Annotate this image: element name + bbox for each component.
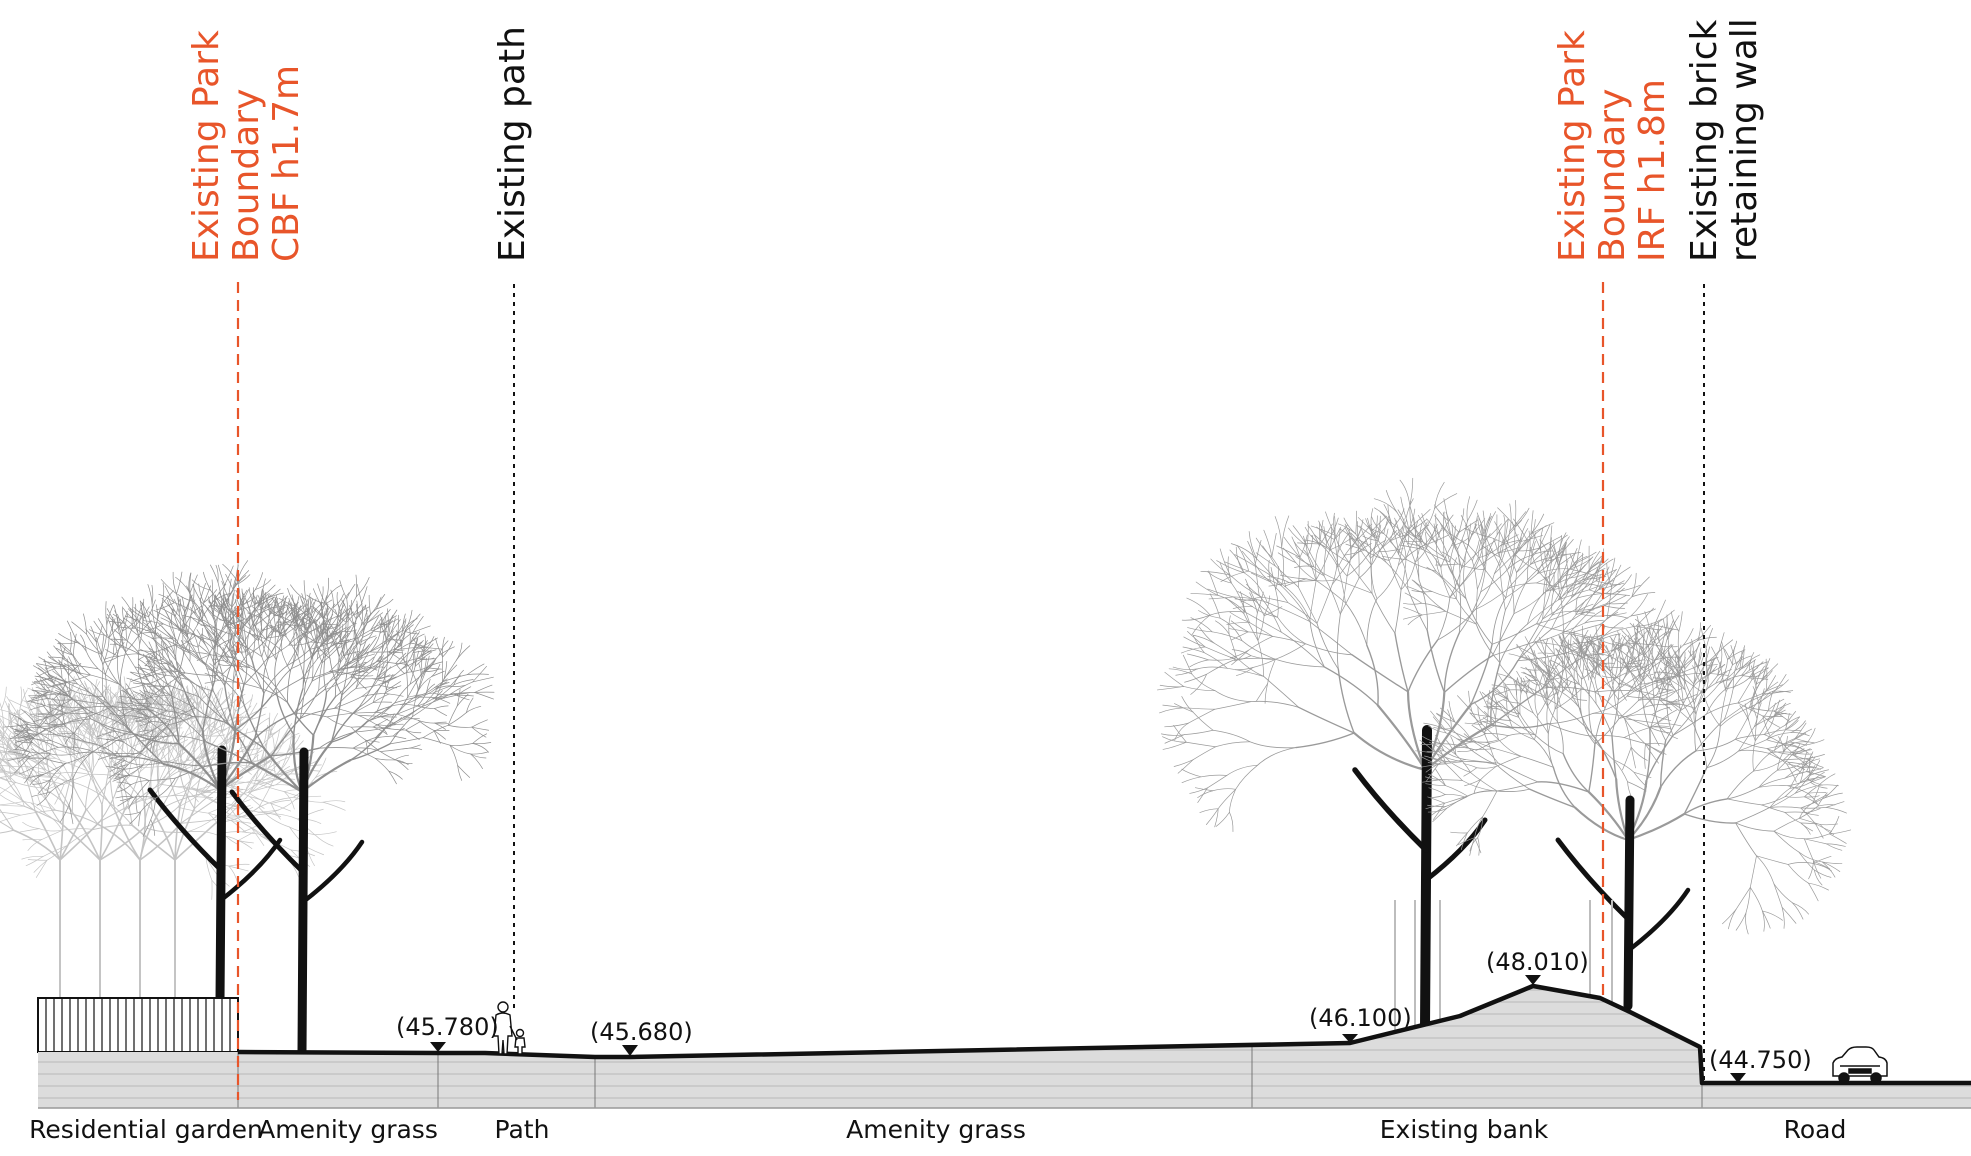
background-trees-left bbox=[0, 674, 346, 998]
car-icon bbox=[1832, 1046, 1888, 1084]
tree-icon bbox=[3, 560, 423, 1005]
annotation-park-boundary-left: Existing Park Boundary CBF h1.7m bbox=[186, 30, 307, 262]
level-marker: (44.750) bbox=[1709, 1046, 1812, 1083]
level-triangle bbox=[1342, 1034, 1358, 1043]
annotation-line: Boundary bbox=[226, 89, 267, 262]
level-triangle bbox=[430, 1042, 446, 1052]
reference-lines bbox=[236, 282, 1705, 1100]
annotation-line: CBF h1.7m bbox=[266, 65, 307, 262]
level-triangle bbox=[622, 1045, 638, 1056]
annotation-line: Boundary bbox=[1592, 89, 1633, 262]
zone-label: Amenity grass bbox=[258, 1115, 438, 1144]
annotation-line: retaining wall bbox=[1724, 18, 1765, 262]
zone-label: Existing bank bbox=[1380, 1115, 1549, 1144]
tree-icon bbox=[1415, 611, 1852, 1011]
annotation-line: IRF h1.8m bbox=[1632, 79, 1673, 262]
tree-icon bbox=[96, 574, 495, 1057]
zone-label: Residential garden bbox=[29, 1115, 263, 1144]
annotation-line: Existing path bbox=[492, 26, 533, 262]
level-label: (45.680) bbox=[590, 1018, 693, 1046]
level-marker: (45.780) bbox=[396, 1013, 499, 1052]
fence-icon bbox=[37, 997, 239, 1053]
level-triangle bbox=[1525, 975, 1541, 985]
annotation-existing-path: Existing path bbox=[492, 26, 533, 262]
pedestrians-icon bbox=[493, 1001, 526, 1055]
level-label: (46.100) bbox=[1309, 1004, 1412, 1032]
zone-label: Road bbox=[1784, 1115, 1847, 1144]
level-triangle bbox=[1730, 1073, 1746, 1083]
tree-icon bbox=[1157, 477, 1703, 1033]
level-label: (44.750) bbox=[1709, 1046, 1812, 1074]
annotation-park-boundary-right: Existing Park Boundary IRF h1.8m bbox=[1552, 30, 1673, 262]
ground-fill bbox=[38, 986, 1971, 1108]
level-label: (45.780) bbox=[396, 1013, 499, 1041]
level-marker: (48.010) bbox=[1486, 948, 1589, 985]
annotation-line: Existing brick bbox=[1684, 20, 1725, 262]
level-marker: (45.680) bbox=[590, 1018, 693, 1056]
annotation-retaining-wall: Existing brick retaining wall bbox=[1684, 18, 1765, 262]
zone-label: Amenity grass bbox=[846, 1115, 1026, 1144]
annotation-line: Existing Park bbox=[1552, 30, 1593, 262]
trees bbox=[3, 477, 1852, 1057]
level-marker: (46.100) bbox=[1309, 1004, 1412, 1043]
zone-labels: Residential garden Amenity grass Path Am… bbox=[29, 1115, 1846, 1144]
ground-section bbox=[38, 983, 1971, 1109]
level-label: (48.010) bbox=[1486, 948, 1589, 976]
zone-label: Path bbox=[495, 1115, 550, 1144]
annotation-line: Existing Park bbox=[186, 30, 227, 262]
